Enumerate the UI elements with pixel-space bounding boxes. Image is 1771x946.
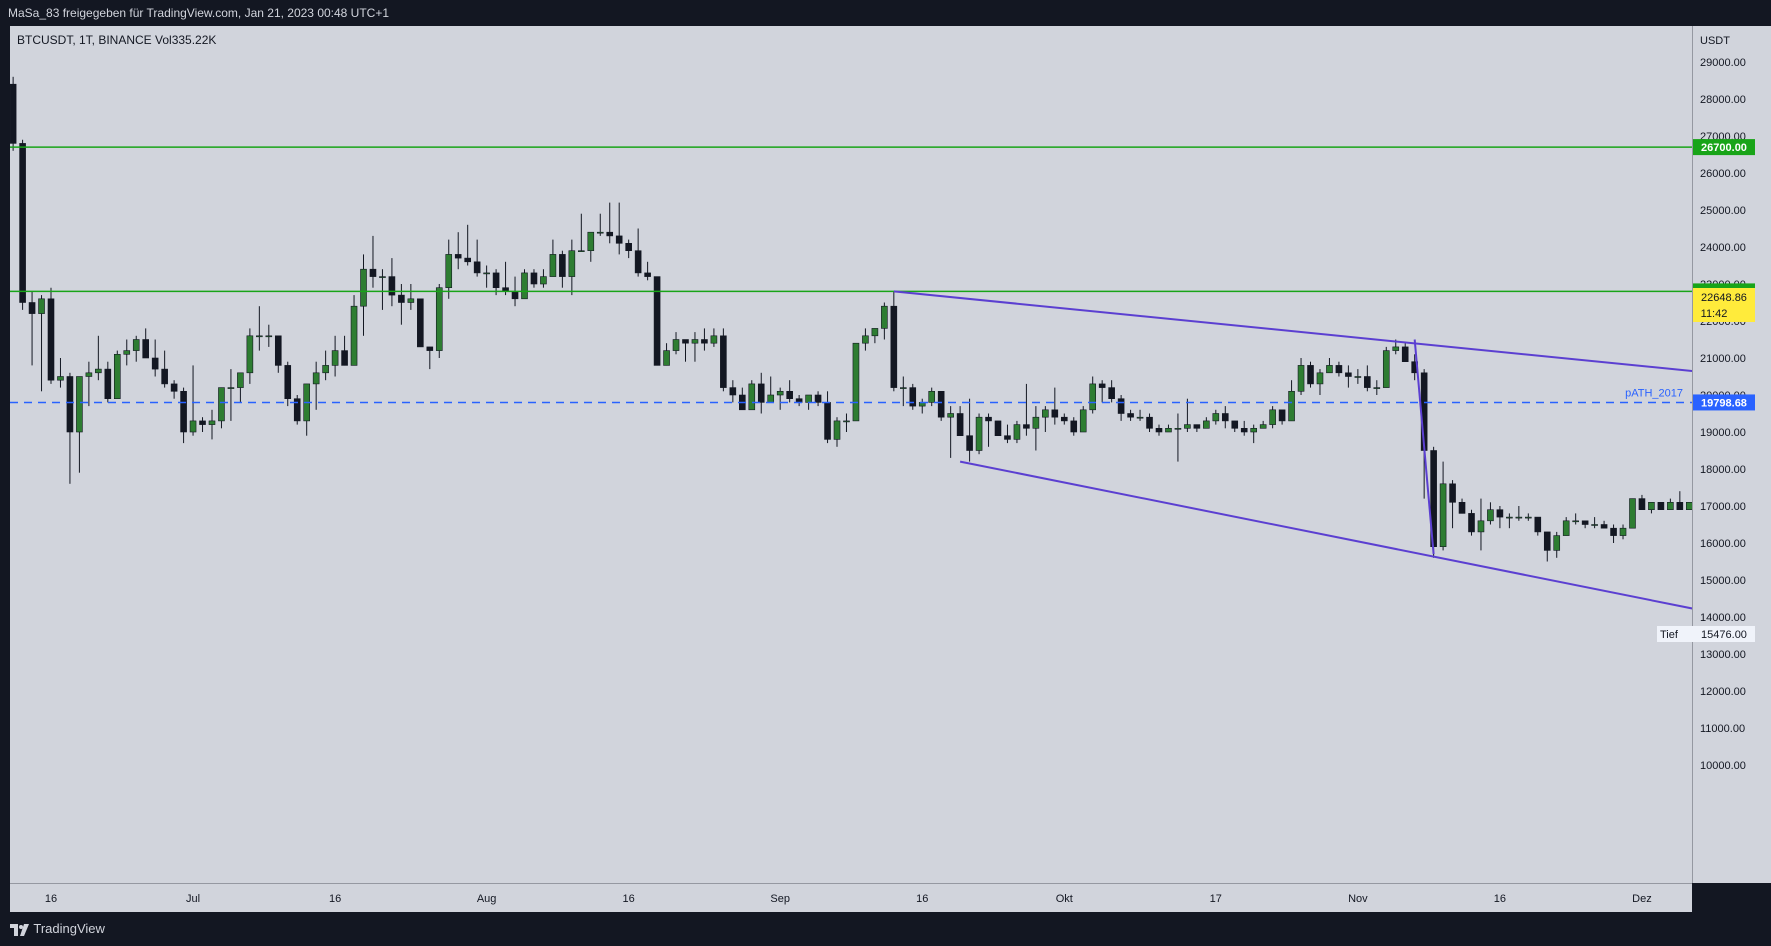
header-text: MaSa_83 freigegeben für TradingView.com,… [8, 6, 390, 20]
footer-bar: TradingView [0, 912, 1771, 946]
price-axis[interactable] [1692, 26, 1771, 883]
footer-brand[interactable]: TradingView [33, 921, 105, 936]
header-bar: MaSa_83 freigegeben für TradingView.com,… [0, 0, 1771, 26]
time-axis[interactable] [10, 883, 1692, 913]
chart-area[interactable] [10, 26, 1692, 883]
tradingview-logo-icon[interactable] [0, 912, 30, 946]
candle [1, 45, 7, 95]
candle-body [1, 58, 7, 84]
symbol-info: BTCUSDT, 1T, BINANCE Vol335.22K [17, 33, 217, 47]
